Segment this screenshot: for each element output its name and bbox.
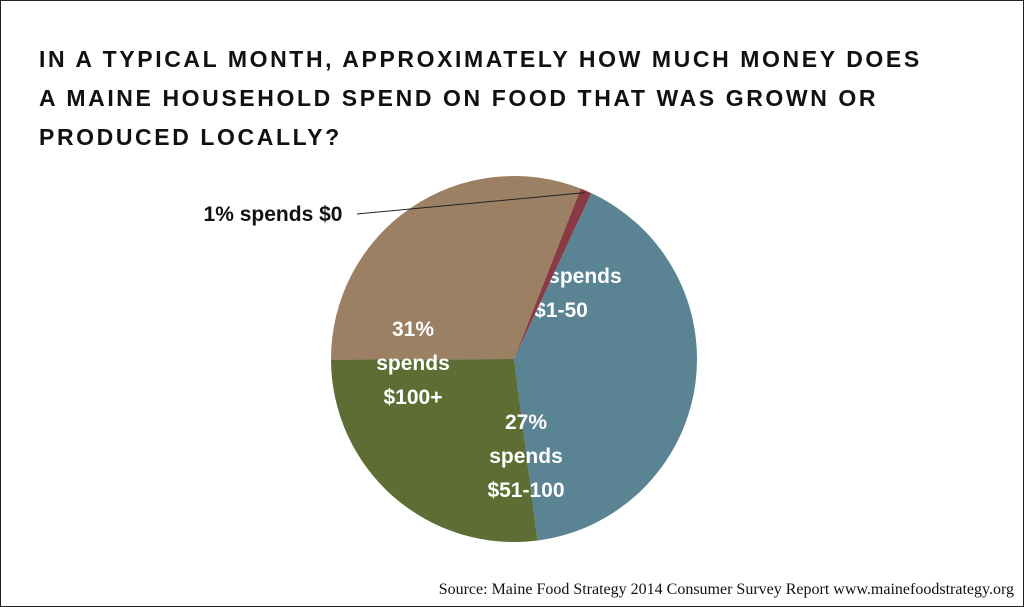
pie-slice-1 (514, 193, 698, 541)
pie-slice-2 (331, 359, 538, 543)
slice-label-3: 31% spends $100+ (376, 318, 450, 409)
slice-label-line: 31% (392, 318, 434, 341)
chart-title: IN A TYPICAL MONTH, APPROXIMATELY HOW MU… (39, 40, 979, 157)
chart-title-line-3: PRODUCED LOCALLY? (39, 124, 342, 150)
slice-label-line: $100+ (384, 386, 443, 409)
slice-label-line: spends (376, 352, 450, 375)
slice-label-line: 1% spends $0 (204, 203, 343, 226)
slice-label-line: $51-100 (487, 479, 564, 502)
chart-title-line-2: A MAINE HOUSEHOLD SPEND ON FOOD THAT WAS… (39, 85, 879, 111)
slice-label-4: 1% spends $0 (204, 203, 343, 226)
pie-slice-4 (514, 188, 592, 359)
slice-label-line: 27% (505, 411, 547, 434)
slice-label-line: spends (489, 445, 563, 468)
pie-slice-3 (330, 176, 581, 360)
leader-line (356, 192, 586, 215)
slice-label-2: 27% spends $51-100 (487, 411, 564, 502)
source-note: Source: Maine Food Strategy 2014 Consume… (438, 581, 1014, 598)
chart-title-line-1: IN A TYPICAL MONTH, APPROXIMATELY HOW MU… (39, 46, 922, 72)
slice-label-line: $1-50 (534, 299, 588, 322)
